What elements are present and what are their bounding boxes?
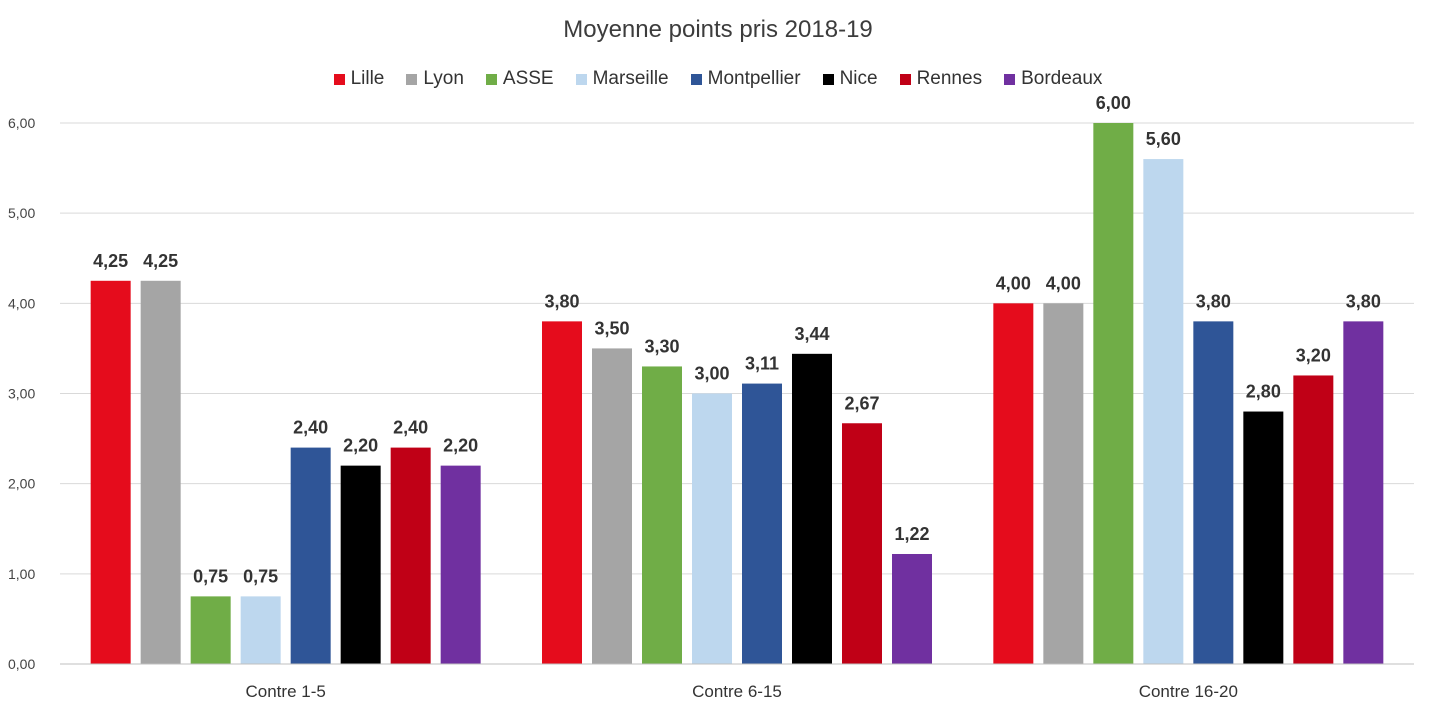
- bar-nice: [340, 465, 381, 664]
- data-label: 6,00: [1096, 93, 1131, 113]
- data-label: 3,44: [794, 324, 829, 344]
- legend-label: Bordeaux: [1021, 68, 1103, 89]
- legend-swatch: [575, 73, 587, 85]
- legend-swatch: [690, 73, 702, 85]
- bar-lille: [993, 303, 1034, 664]
- legend-swatch: [406, 73, 418, 85]
- bar-asse: [190, 596, 231, 664]
- data-label: 3,80: [1196, 291, 1231, 311]
- x-tick-label: Contre 6-15: [692, 682, 782, 701]
- data-label: 3,80: [1346, 291, 1381, 311]
- bar-nice: [792, 353, 832, 664]
- bar-lyon: [592, 348, 632, 664]
- bar-lille: [90, 280, 131, 664]
- bar-lyon: [140, 280, 181, 664]
- legend-item-marseille: Marseille: [575, 68, 669, 90]
- legend-label: Lyon: [423, 68, 464, 89]
- bar-asse: [1093, 123, 1134, 664]
- legend-label: ASSE: [502, 68, 554, 89]
- data-label: 3,80: [544, 291, 579, 311]
- legend-label: Rennes: [916, 68, 983, 89]
- legend: Lille Lyon ASSE Marseille Montpellier Nice Ren…: [0, 68, 1436, 90]
- bar-lyon: [1043, 303, 1084, 664]
- data-label: 2,40: [293, 418, 328, 438]
- legend-item-lille: Lille: [333, 68, 385, 90]
- data-label: 4,25: [93, 251, 128, 271]
- bar-bordeaux: [892, 553, 932, 664]
- data-label: 2,20: [443, 436, 478, 456]
- y-tick-label: 3,00: [8, 386, 35, 402]
- data-label: 3,20: [1296, 345, 1331, 365]
- bar-lille: [542, 321, 582, 664]
- bar-rennes: [390, 447, 431, 664]
- bar-asse: [642, 366, 682, 664]
- y-tick-label: 1,00: [8, 566, 35, 582]
- bar-bordeaux: [440, 465, 481, 664]
- legend-item-lyon: Lyon: [406, 68, 464, 90]
- legend-swatch: [1004, 73, 1016, 85]
- data-label: 1,22: [894, 524, 929, 544]
- legend-label: Marseille: [592, 68, 669, 89]
- data-label: 5,60: [1146, 129, 1181, 149]
- legend-swatch: [822, 73, 834, 85]
- data-label: 4,00: [1046, 273, 1081, 293]
- bar-bordeaux: [1343, 321, 1384, 664]
- data-label: 2,20: [343, 436, 378, 456]
- bar-rennes: [842, 423, 882, 664]
- legend-label: Nice: [839, 68, 878, 89]
- bar-rennes: [1293, 375, 1334, 664]
- data-label: 2,80: [1246, 382, 1281, 402]
- bar-nice: [1243, 411, 1284, 664]
- x-tick-label: Contre 16-20: [1139, 682, 1238, 701]
- x-tick-label: Contre 1-5: [246, 682, 326, 701]
- data-label: 4,25: [143, 251, 178, 271]
- bar-montpellier: [290, 447, 331, 664]
- legend-label: Lille: [350, 68, 385, 89]
- data-label: 3,00: [694, 364, 729, 384]
- legend-item-montpellier: Montpellier: [690, 68, 801, 90]
- y-tick-label: 2,00: [8, 476, 35, 492]
- legend-item-rennes: Rennes: [899, 68, 983, 90]
- legend-swatch: [899, 73, 911, 85]
- legend-swatch: [485, 73, 497, 85]
- data-label: 0,75: [243, 566, 278, 586]
- data-label: 4,00: [996, 273, 1031, 293]
- legend-label: Montpellier: [707, 68, 801, 89]
- y-tick-label: 0,00: [8, 656, 35, 672]
- data-label: 2,40: [393, 418, 428, 438]
- data-label: 3,50: [594, 318, 629, 338]
- data-label: 3,30: [644, 336, 679, 356]
- y-tick-label: 4,00: [8, 295, 35, 311]
- bar-montpellier: [1193, 321, 1234, 664]
- legend-item-asse: ASSE: [485, 68, 554, 90]
- bar-marseille: [240, 596, 281, 664]
- chart-title: Moyenne points pris 2018-19: [563, 16, 873, 43]
- bar-marseille: [1143, 159, 1184, 665]
- data-label: 0,75: [193, 566, 228, 586]
- data-label: 3,11: [745, 354, 779, 374]
- legend-swatch: [333, 73, 345, 85]
- bar-marseille: [692, 393, 732, 664]
- legend-item-bordeaux: Bordeaux: [1004, 68, 1102, 90]
- y-tick-label: 6,00: [8, 115, 35, 131]
- legend-item-nice: Nice: [822, 68, 878, 90]
- bar-montpellier: [742, 383, 782, 664]
- data-label: 2,67: [844, 393, 879, 413]
- y-tick-label: 5,00: [8, 205, 35, 221]
